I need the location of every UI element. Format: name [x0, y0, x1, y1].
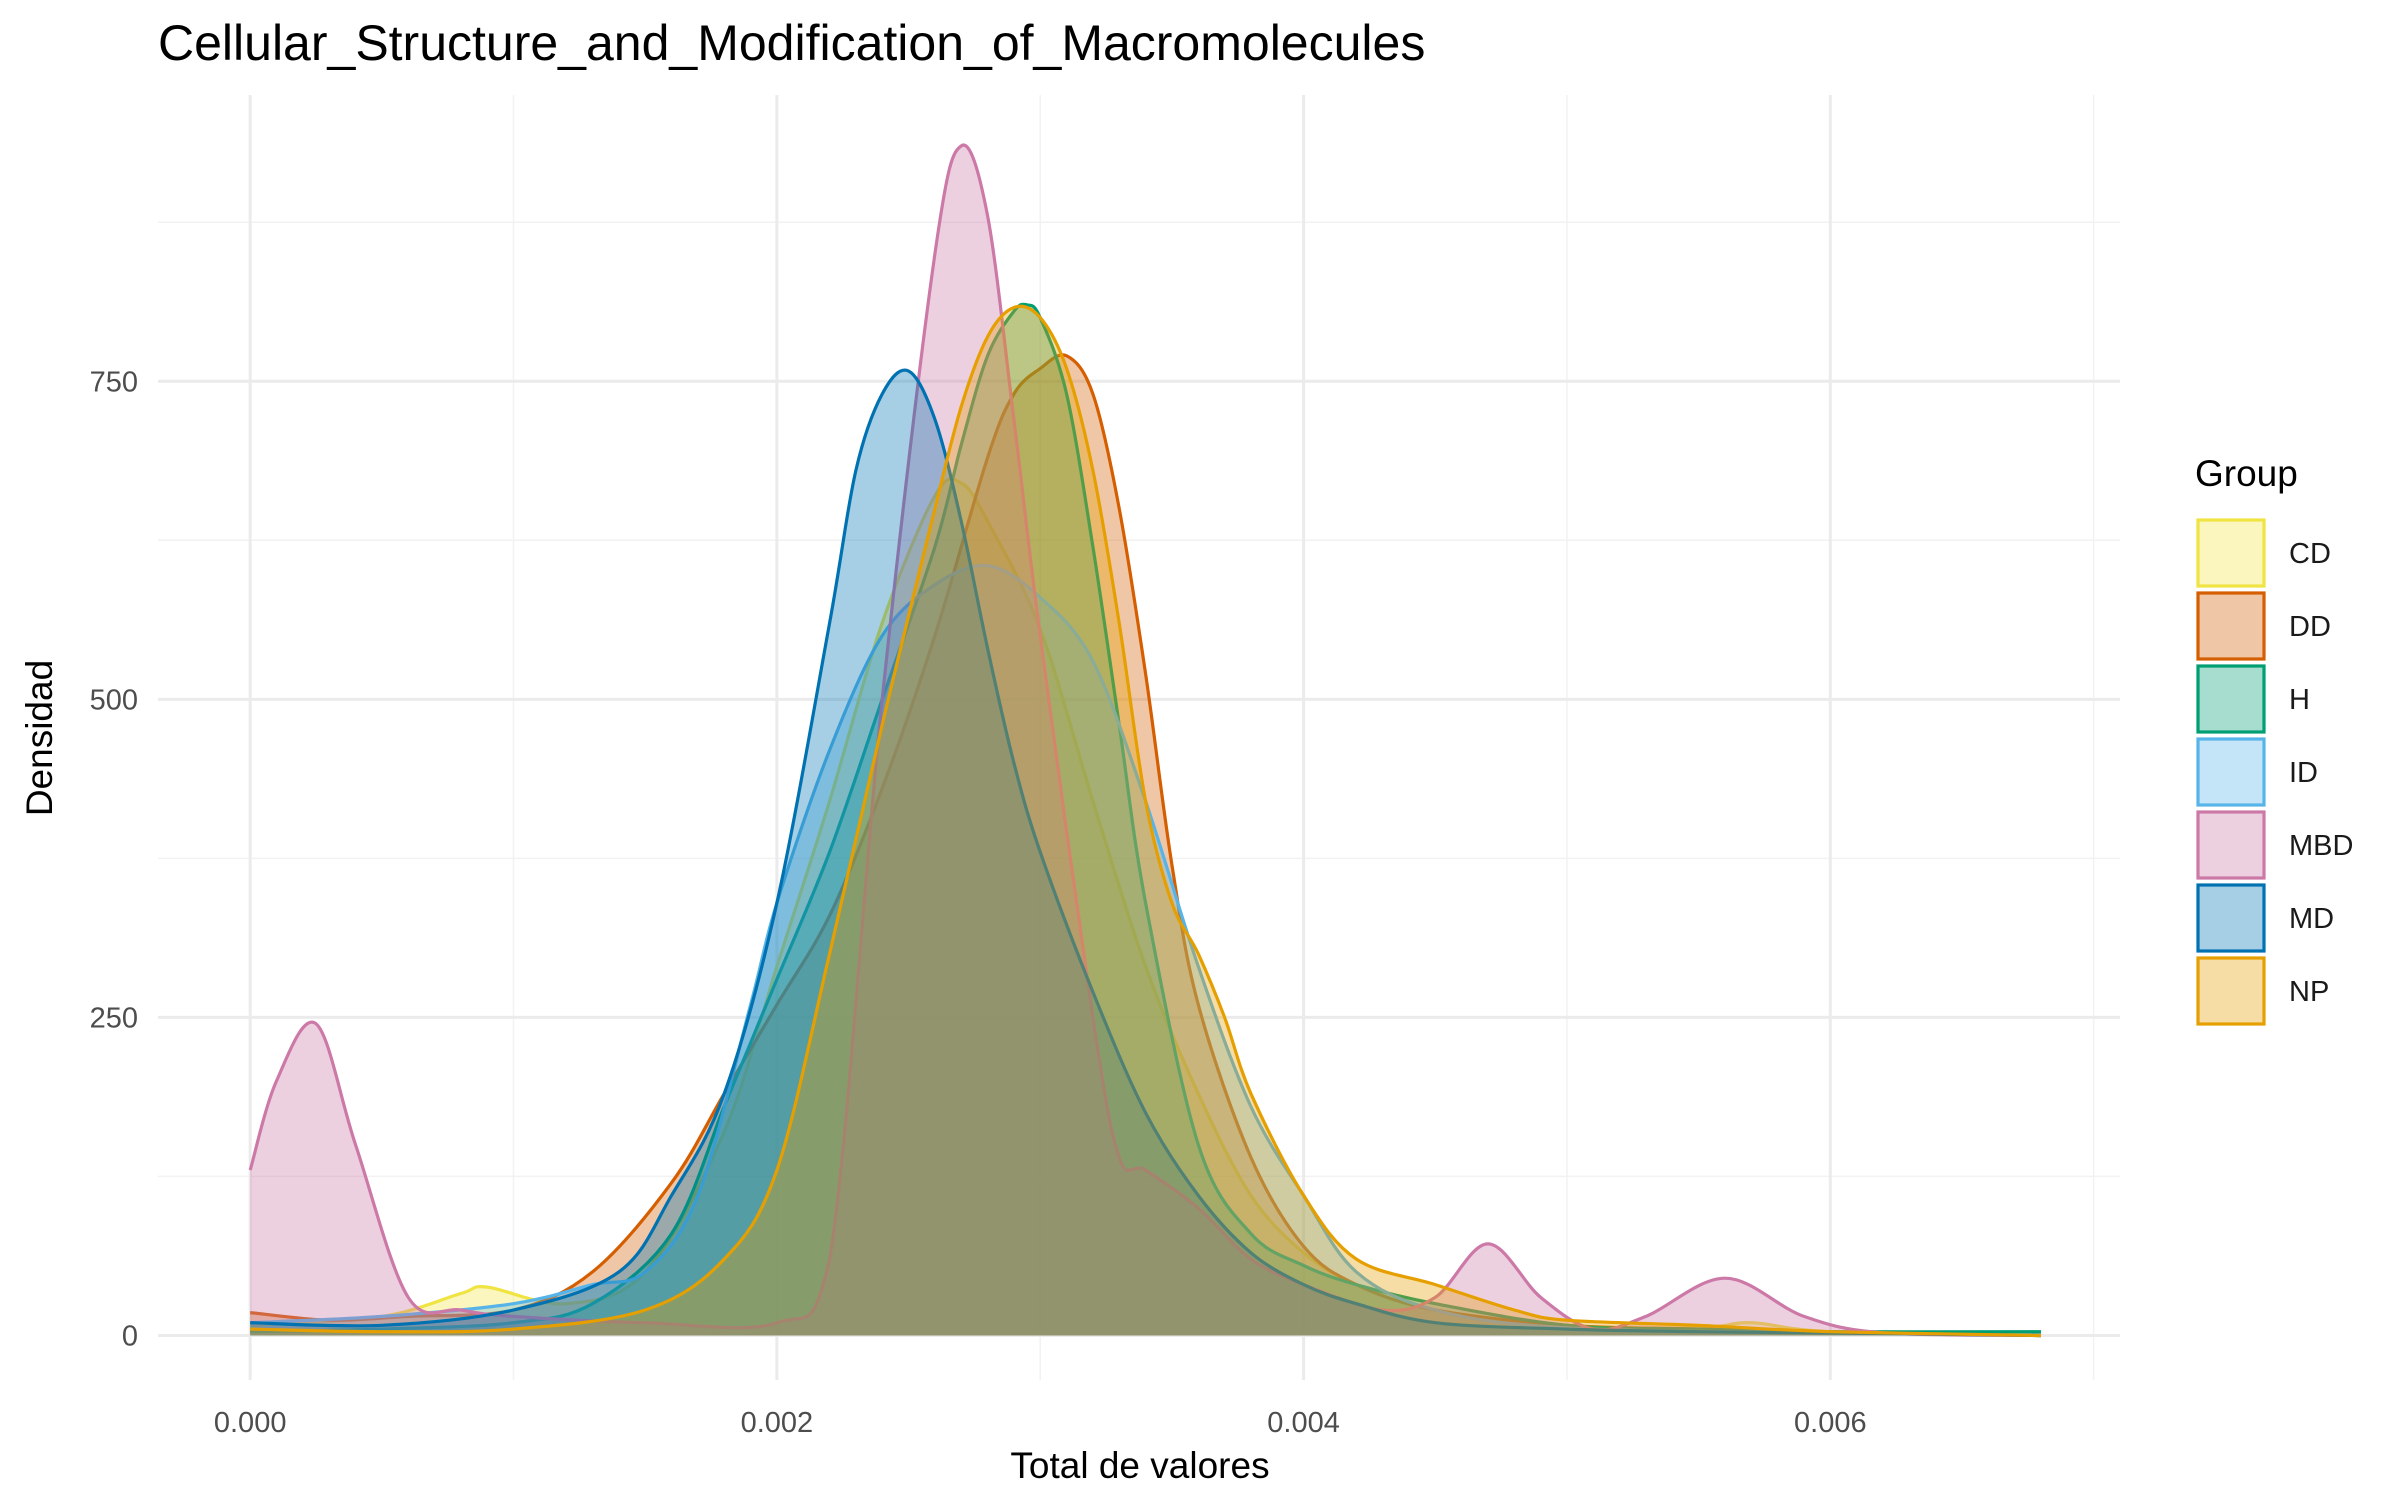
legend-label-mbd: MBD [2289, 830, 2353, 862]
x-tick-label: 0.004 [1267, 1407, 1340, 1439]
legend-label-id: ID [2289, 757, 2318, 789]
density-line-md [250, 368, 2042, 1338]
legend-key-h [2196, 664, 2266, 734]
x-axis-ticks: 0.000 0.002 0.004 0.006 [214, 1407, 1867, 1439]
legend-title: Group [2195, 453, 2298, 494]
x-axis-title: Total de valores [1010, 1445, 1269, 1486]
density-areas [248, 143, 2042, 1338]
legend-label-cd: CD [2289, 538, 2331, 570]
chart-title: Cellular_Structure_and_Modification_of_M… [158, 15, 1425, 71]
legend-key-np [2196, 956, 2266, 1026]
y-axis-ticks: 0 250 500 750 [90, 366, 138, 1352]
y-tick-label: 0 [122, 1320, 138, 1352]
density-area-h [250, 304, 2042, 1336]
legend-label-h: H [2289, 684, 2310, 716]
legend-label-np: NP [2289, 976, 2329, 1008]
legend-key-dd [2196, 591, 2266, 661]
y-tick-label: 250 [90, 1002, 138, 1034]
x-tick-label: 0.002 [741, 1407, 814, 1439]
x-tick-label: 0.000 [214, 1407, 287, 1439]
legend-key-id [2196, 737, 2266, 807]
legend-key-md [2196, 883, 2266, 953]
y-tick-label: 500 [90, 684, 138, 716]
density-area-md [250, 370, 2042, 1336]
density-line-h [250, 302, 2042, 1334]
legend: Group CD DD H ID MBD MD NP [2195, 453, 2353, 1026]
legend-label-md: MD [2289, 903, 2334, 935]
density-area-cd [250, 478, 2042, 1336]
density-area-id [250, 565, 2042, 1336]
density-area-dd [250, 354, 2042, 1336]
density-line-np [250, 304, 2042, 1338]
y-axis-title: Densidad [19, 660, 60, 816]
y-tick-label: 750 [90, 366, 138, 398]
legend-key-mbd [2196, 810, 2266, 880]
density-area-np [250, 306, 2042, 1336]
legend-items: CD DD H ID MBD MD NP [2196, 518, 2353, 1026]
x-tick-label: 0.006 [1794, 1407, 1867, 1439]
legend-label-dd: DD [2289, 611, 2331, 643]
density-line-id [250, 563, 2042, 1338]
legend-key-cd [2196, 518, 2266, 588]
